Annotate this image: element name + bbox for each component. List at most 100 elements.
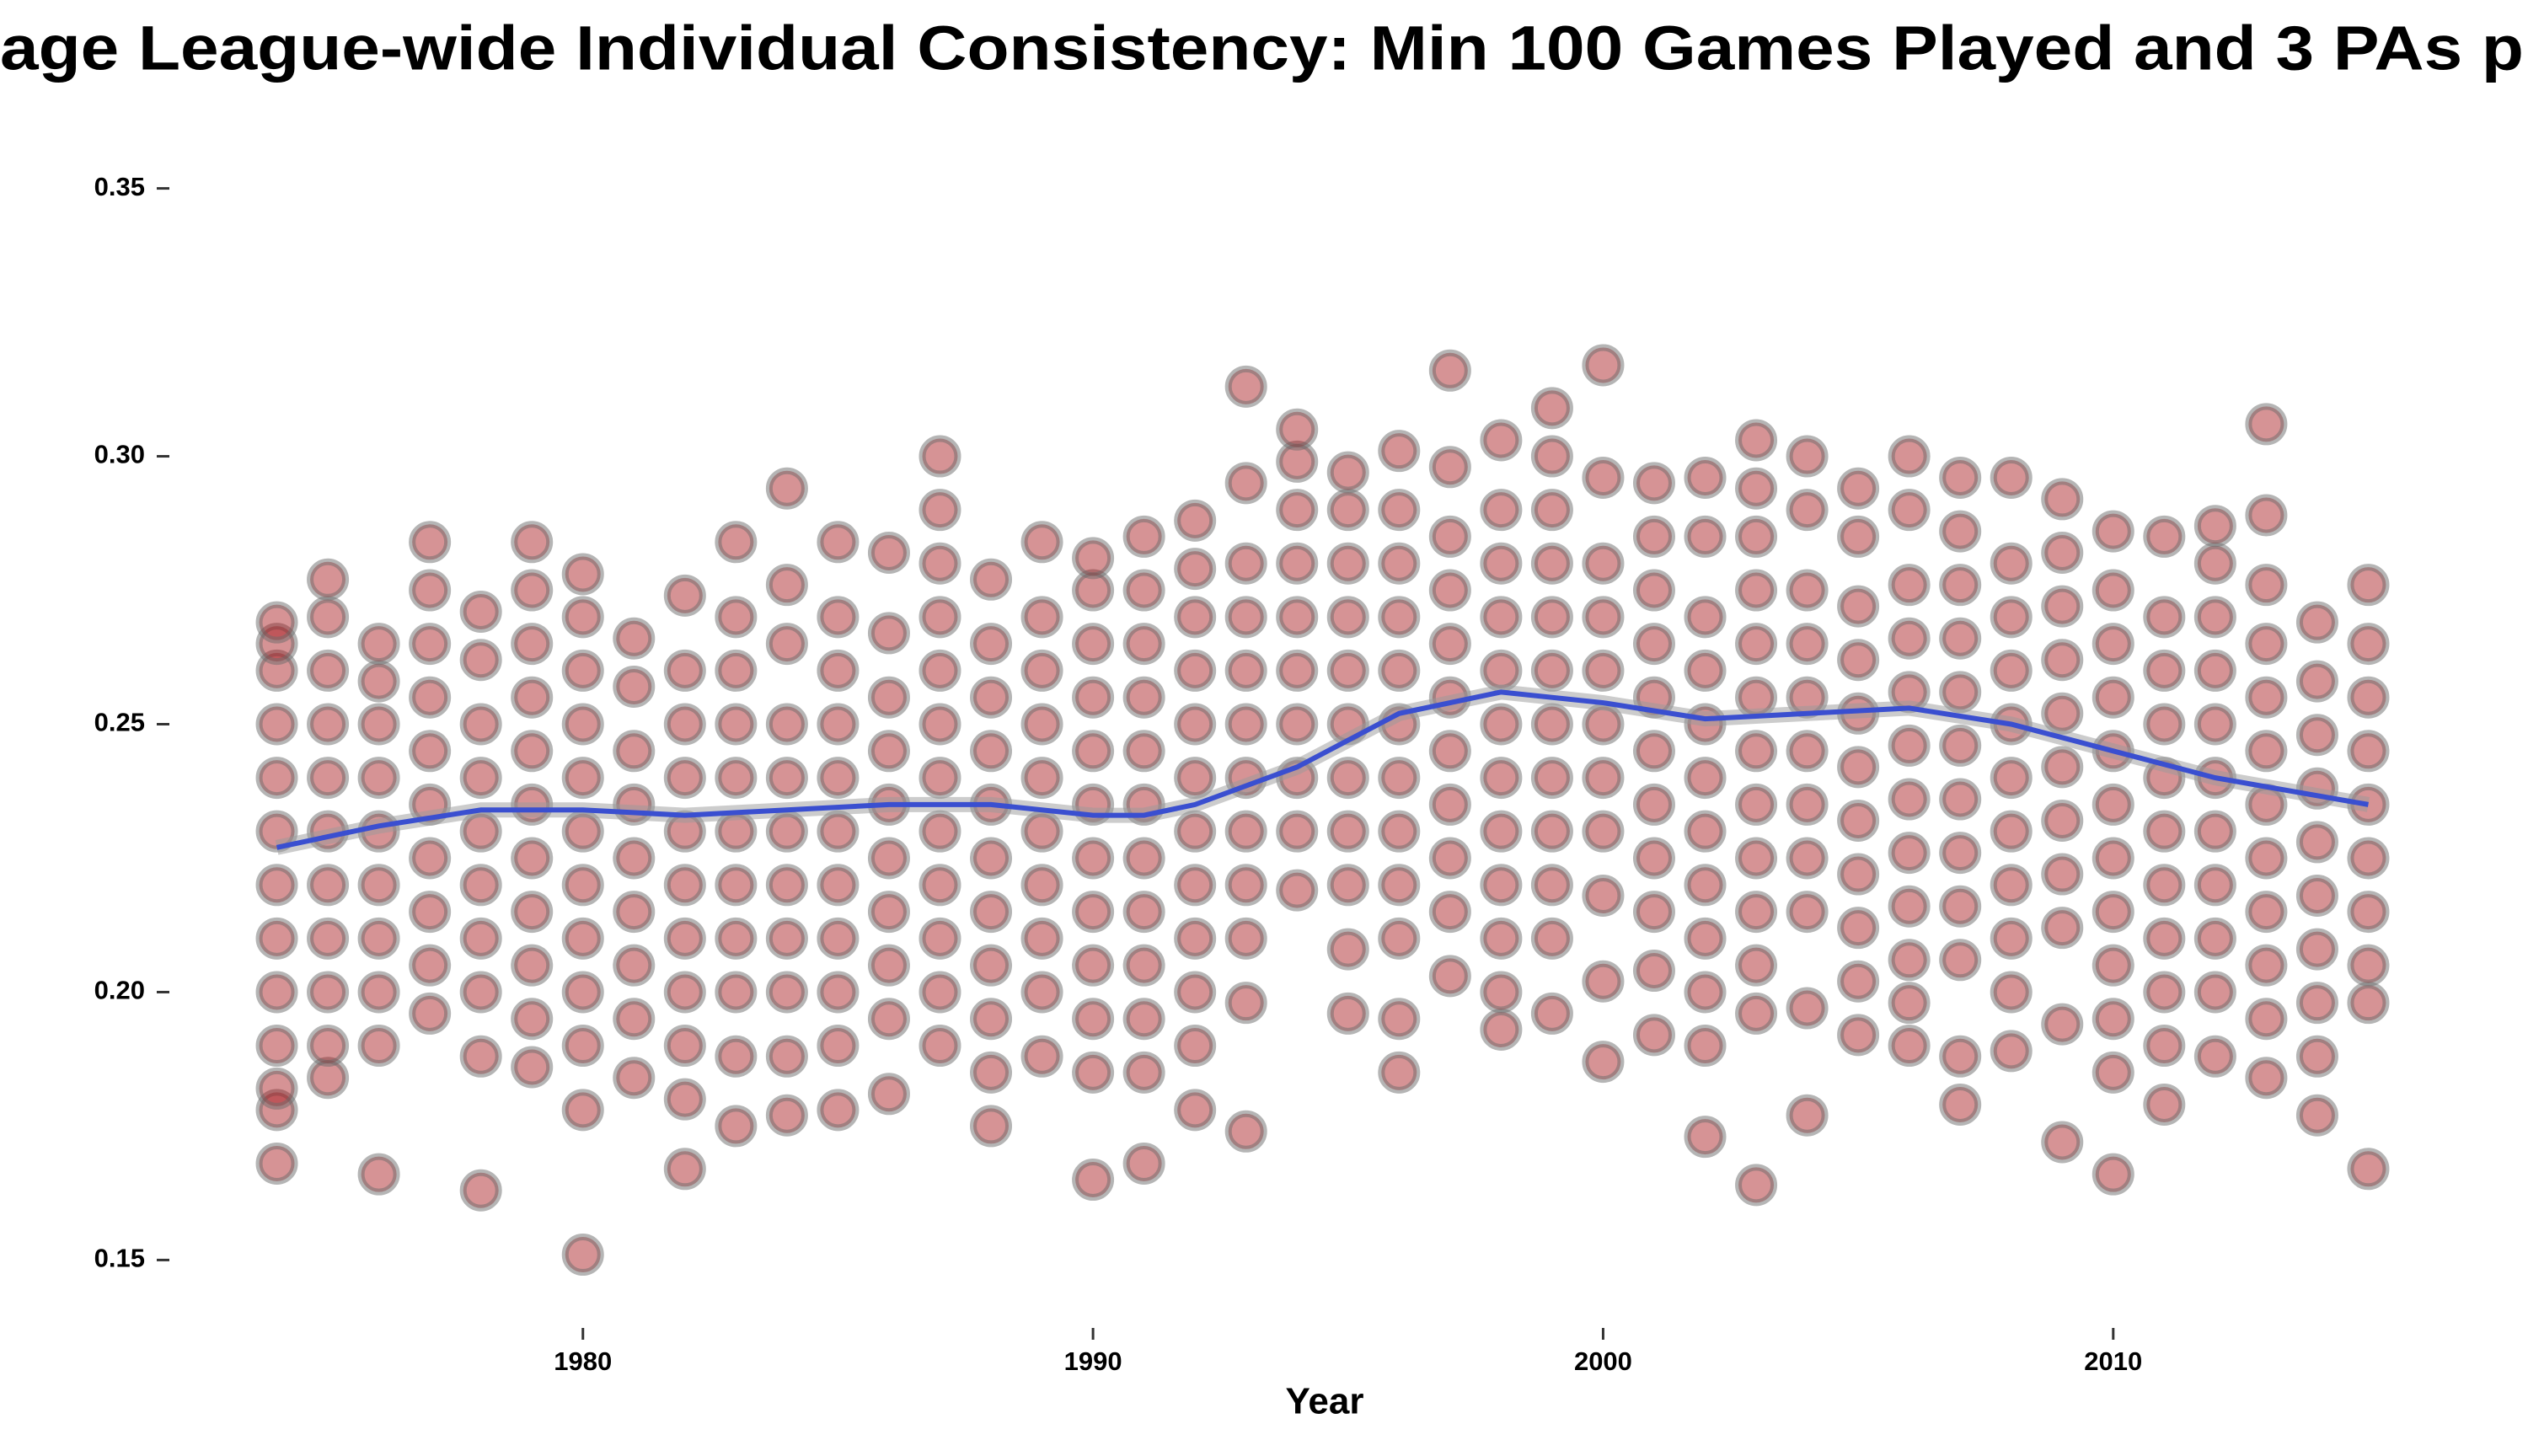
y-tick-label: 0.30 (94, 440, 145, 469)
point (2091, 676, 2134, 719)
point (1122, 1051, 1165, 1094)
point (919, 596, 961, 639)
point (1735, 944, 1778, 987)
point (817, 1025, 860, 1068)
point (970, 1105, 1013, 1148)
point (2091, 1153, 2134, 1196)
point (1632, 623, 1675, 666)
point (409, 837, 452, 880)
point (1786, 435, 1829, 478)
point (1428, 783, 1471, 826)
point (2245, 564, 2288, 607)
point (715, 971, 758, 1014)
point (1428, 837, 1471, 880)
point (2143, 917, 2186, 960)
point (357, 971, 400, 1014)
point (511, 730, 554, 773)
point (765, 1094, 808, 1137)
point (1888, 832, 1931, 875)
point (1276, 596, 1319, 639)
point (765, 971, 808, 1014)
point (1020, 810, 1063, 853)
point (970, 1051, 1013, 1094)
point (1888, 489, 1931, 532)
point (2041, 478, 2084, 521)
point (1428, 730, 1471, 773)
point (1582, 596, 1625, 639)
point (255, 703, 298, 746)
point (2347, 837, 2390, 880)
point (1939, 778, 1982, 821)
point (867, 612, 910, 655)
point (1072, 944, 1115, 987)
point (1888, 778, 1931, 821)
point (1122, 569, 1165, 612)
point (2245, 998, 2288, 1041)
point (613, 944, 656, 987)
point (2041, 907, 2084, 950)
point (2041, 746, 2084, 789)
point (817, 703, 860, 746)
point (511, 998, 554, 1041)
point (357, 623, 400, 666)
point (1837, 1014, 1880, 1057)
point (1786, 623, 1829, 666)
point (1888, 724, 1931, 767)
point (561, 864, 604, 907)
point (1224, 1110, 1267, 1153)
point (2295, 1094, 2338, 1137)
point (1684, 596, 1727, 639)
point (970, 676, 1013, 719)
y-tick-label: 0.25 (94, 708, 145, 737)
point (919, 489, 961, 532)
point (1428, 569, 1471, 612)
point (1480, 703, 1523, 746)
point (409, 623, 452, 666)
point (255, 1025, 298, 1068)
point (1378, 489, 1421, 532)
point (2347, 891, 2390, 934)
point (970, 837, 1013, 880)
point (2245, 944, 2288, 987)
point (1786, 891, 1829, 934)
point (1224, 462, 1267, 505)
point (663, 574, 706, 617)
point (1378, 649, 1421, 692)
point (1174, 1089, 1217, 1132)
point (1122, 891, 1165, 934)
point (2041, 585, 2084, 628)
point (1530, 387, 1573, 430)
point (1480, 419, 1523, 462)
point (1174, 548, 1217, 591)
point (2041, 639, 2084, 682)
point (765, 810, 808, 853)
point (1530, 542, 1573, 585)
point (715, 917, 758, 960)
point (1530, 864, 1573, 907)
point (1632, 1014, 1675, 1057)
point (1837, 585, 1880, 628)
point (561, 1089, 604, 1132)
point (1582, 456, 1625, 499)
point (613, 891, 656, 934)
point (663, 864, 706, 907)
point (1224, 982, 1267, 1025)
point (307, 649, 350, 692)
point (307, 971, 350, 1014)
point (1020, 596, 1063, 639)
point (1174, 703, 1217, 746)
point (2091, 944, 2134, 987)
point (970, 558, 1013, 601)
point (919, 649, 961, 692)
point (1837, 515, 1880, 558)
point (561, 703, 604, 746)
point (1990, 596, 2033, 639)
point (1990, 917, 2033, 960)
point (1428, 891, 1471, 934)
point (2091, 998, 2134, 1041)
point (970, 998, 1013, 1041)
point (1276, 869, 1319, 912)
point (1684, 1025, 1727, 1068)
point (2295, 1035, 2338, 1078)
point (1735, 467, 1778, 510)
